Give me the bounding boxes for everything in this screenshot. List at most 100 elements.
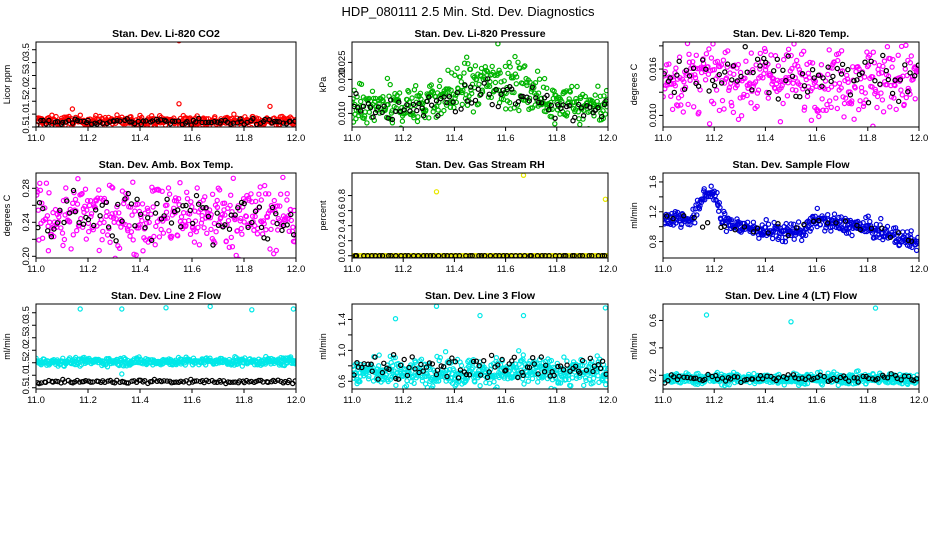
data-point <box>525 378 532 384</box>
data-point <box>543 362 549 368</box>
data-point <box>705 371 711 378</box>
data-point <box>37 187 44 193</box>
data-point <box>780 100 786 107</box>
data-point <box>822 86 828 92</box>
data-point <box>905 88 911 95</box>
outlier-point <box>176 42 182 44</box>
data-point <box>694 212 700 218</box>
data-point <box>238 199 245 206</box>
data-point <box>691 214 697 221</box>
data-point <box>862 59 868 65</box>
chart-title: Stan. Dev. Li-820 CO2 <box>112 28 220 40</box>
data-point <box>551 386 558 389</box>
data-point <box>730 109 737 116</box>
data-point <box>82 186 89 192</box>
data-point <box>468 87 474 93</box>
data-point <box>893 106 899 113</box>
data-point <box>48 233 55 240</box>
data-point <box>546 107 552 113</box>
x-tick-label: 12.0 <box>287 133 306 144</box>
data-point <box>509 86 515 92</box>
data-point <box>530 355 536 361</box>
data-point <box>284 197 290 203</box>
data-point <box>440 90 446 97</box>
data-point <box>203 204 209 211</box>
data-point <box>839 61 846 68</box>
data-point <box>472 97 479 104</box>
data-point <box>581 382 587 389</box>
data-point <box>153 223 159 230</box>
data-point <box>232 215 238 221</box>
data-point <box>734 78 741 84</box>
data-point <box>495 70 501 77</box>
data-point <box>190 223 196 230</box>
data-point <box>859 70 865 76</box>
data-point <box>816 113 822 120</box>
data-point <box>457 367 464 373</box>
data-point <box>464 98 470 104</box>
data-point <box>66 210 73 216</box>
data-point <box>560 367 567 373</box>
data-point <box>235 205 241 211</box>
data-point <box>587 355 594 361</box>
data-point <box>551 372 557 379</box>
data-point <box>765 221 772 227</box>
data-point <box>892 82 898 89</box>
data-point <box>846 378 852 384</box>
data-point <box>807 228 813 234</box>
data-point <box>864 49 870 55</box>
data-point <box>292 239 296 245</box>
data-point <box>284 222 290 228</box>
data-point <box>754 103 760 110</box>
data-point <box>446 93 452 100</box>
data-point <box>695 370 701 377</box>
data-point <box>364 120 370 126</box>
data-point <box>230 379 236 385</box>
data-point <box>681 79 687 85</box>
data-point <box>262 191 269 197</box>
data-point <box>915 62 919 68</box>
data-point <box>372 354 378 360</box>
data-point <box>880 63 886 70</box>
series-main <box>663 183 919 254</box>
data-point <box>280 174 286 181</box>
data-point <box>149 118 156 124</box>
data-point <box>140 248 146 254</box>
data-point <box>908 53 915 59</box>
data-point <box>113 238 119 244</box>
data-point <box>155 118 161 124</box>
data-point <box>398 362 404 368</box>
data-point <box>46 117 52 124</box>
data-point <box>668 93 674 100</box>
x-tick-label: 11.4 <box>131 133 149 144</box>
outlier-point <box>477 312 483 319</box>
data-point <box>777 118 784 125</box>
data-point <box>716 71 723 78</box>
data-point <box>579 357 586 364</box>
data-point <box>420 112 427 119</box>
chart-title: Stan. Dev. Line 3 Flow <box>425 290 536 302</box>
data-point <box>785 372 791 378</box>
data-point <box>269 204 276 211</box>
data-point <box>852 85 858 91</box>
data-point <box>890 56 896 63</box>
data-point <box>847 92 854 98</box>
data-point <box>476 363 482 369</box>
data-point <box>476 81 482 88</box>
data-point <box>171 197 178 204</box>
data-point <box>361 115 367 122</box>
data-point <box>144 205 151 211</box>
data-point <box>874 93 881 100</box>
data-point <box>393 108 399 115</box>
data-point <box>538 354 545 360</box>
x-tick-label: 12.0 <box>599 264 618 275</box>
chart-title: Stan. Dev. Line 4 (LT) Flow <box>725 290 858 302</box>
data-point <box>514 74 520 80</box>
data-point <box>540 84 547 90</box>
data-point <box>887 104 893 110</box>
data-point <box>883 67 890 74</box>
data-point <box>839 68 846 74</box>
data-point <box>516 348 522 354</box>
data-point <box>69 200 76 206</box>
data-point <box>290 224 296 230</box>
